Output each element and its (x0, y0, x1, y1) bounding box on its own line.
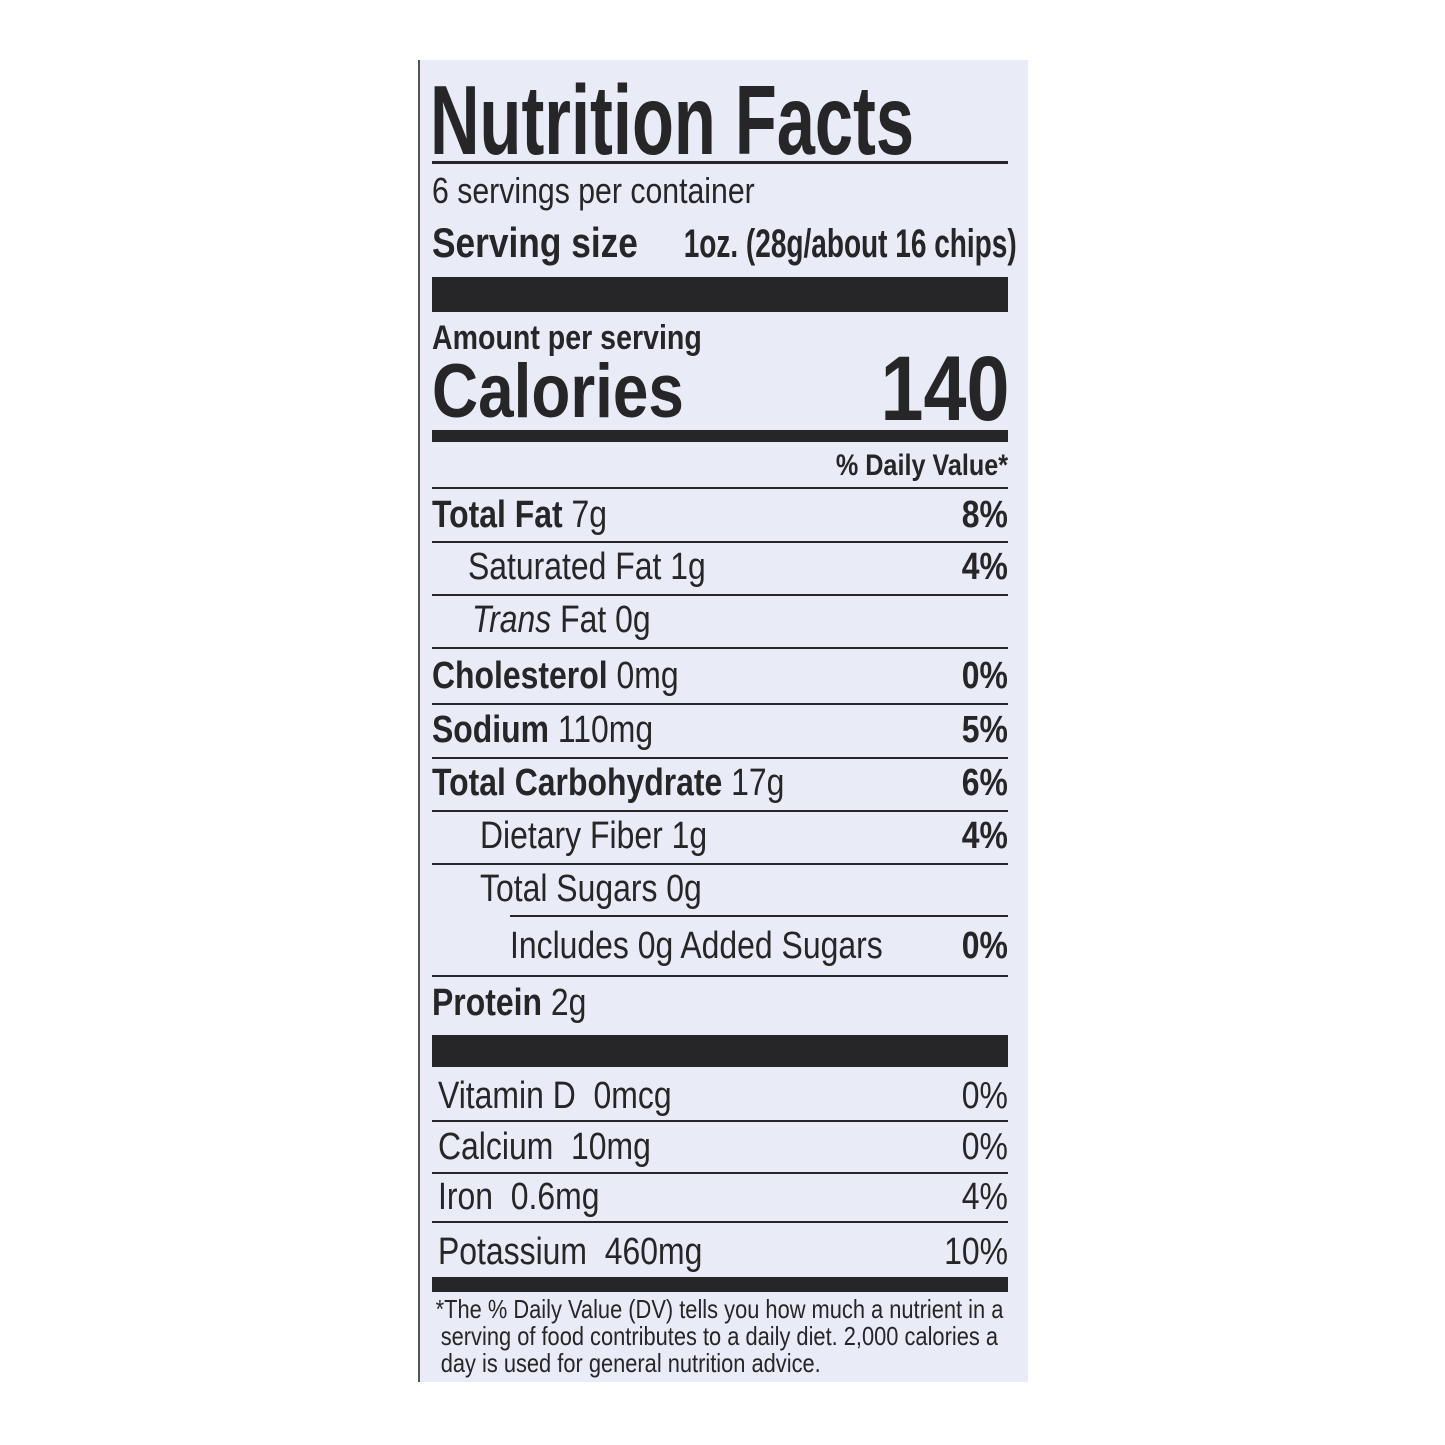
nutrient-dv: 4% (961, 815, 1008, 857)
daily-value-header: % Daily Value* (803, 448, 1008, 484)
divider (432, 541, 1008, 543)
vitamin-name: Calcium (438, 1126, 554, 1168)
vitamin-row-vitamin-d: Vitamin D 0mcg 0% (432, 1070, 1008, 1123)
nutrient-dv: 4% (961, 546, 1008, 588)
nutrient-row-total-carbohydrate: Total Carbohydrate 17g 6% (432, 757, 1008, 810)
nutrient-row-cholesterol: Cholesterol 0mg 0% (432, 650, 1008, 703)
divider (432, 703, 1008, 705)
divider (432, 647, 1008, 649)
vitamin-row-potassium: Potassium 460mg 10% (432, 1226, 1008, 1279)
thick-bar (432, 1035, 1008, 1067)
nutrient-name-italic: Trans (472, 599, 552, 641)
nutrient-name: Total Carbohydrate (432, 762, 723, 804)
serving-size-value: 1oz. (28g/about 16 chips) (541, 221, 1017, 267)
medium-bar (432, 1277, 1008, 1292)
vitamin-dv: 4% (961, 1176, 1008, 1218)
vitamin-dv: 10% (944, 1231, 1008, 1273)
nutrient-amount: 7g (571, 494, 608, 536)
servings-per-container: 6 servings per container (432, 170, 816, 212)
daily-value-header-text: % Daily Value* (835, 449, 1008, 482)
nutrient-dv: 6% (961, 762, 1008, 804)
nutrient-name: Cholesterol (432, 655, 608, 697)
amount-per-serving: Amount per serving (432, 318, 753, 358)
vitamin-row-calcium: Calcium 10mg 0% (432, 1121, 1008, 1174)
divider (432, 810, 1008, 812)
nutrient-row-total-fat: Total Fat 7g 8% (432, 489, 1008, 542)
divider (432, 161, 1008, 164)
nutrient-amount: 17g (731, 762, 785, 804)
divider (510, 915, 1008, 917)
divider (432, 1221, 1008, 1223)
divider (432, 594, 1008, 596)
nutrient-row-trans-fat: Trans Fat 0g (432, 594, 1008, 647)
vitamin-amount: 10mg (571, 1126, 651, 1168)
nutrient-amount: 110mg (557, 709, 654, 751)
nutrient-name: Includes 0g Added Sugars (510, 925, 883, 967)
label-title-text: Nutrition Facts (430, 65, 915, 175)
serving-size-label: Serving size (432, 219, 677, 267)
nutrient-amount: 0mg (616, 655, 679, 697)
nutrient-name: Saturated Fat (468, 546, 662, 588)
vitamin-amount: 0mcg (593, 1075, 672, 1117)
divider (432, 757, 1008, 759)
nutrient-name: Total Fat (432, 494, 563, 536)
label-title: Nutrition Facts (430, 70, 1121, 170)
nutrient-dv: 0% (961, 655, 1008, 697)
nutrient-row-dietary-fiber: Dietary Fiber 1g 4% (432, 810, 1008, 863)
vitamin-name: Vitamin D (438, 1075, 576, 1117)
divider (432, 1120, 1008, 1122)
calories-label: Calories (432, 352, 732, 432)
divider (432, 863, 1008, 865)
footnote: *The % Daily Value (DV) tells you how mu… (435, 1294, 1004, 1378)
nutrient-row-total-sugars: Total Sugars 0g (432, 863, 1008, 916)
vitamin-dv: 0% (961, 1126, 1008, 1168)
vitamin-dv: 0% (961, 1075, 1008, 1117)
vitamin-name: Iron (438, 1176, 494, 1218)
nutrient-dv: 5% (961, 709, 1008, 751)
nutrient-row-added-sugars: Includes 0g Added Sugars 0% (432, 920, 1008, 973)
serving-size-label-text: Serving size (432, 219, 638, 266)
calories-label-text: Calories (432, 349, 684, 434)
nutrient-name: Sodium (432, 709, 550, 751)
nutrient-amount: 2g (550, 982, 587, 1024)
divider (432, 975, 1008, 977)
vitamin-row-iron: Iron 0.6mg 4% (432, 1171, 1008, 1224)
nutrient-name: Protein (432, 982, 542, 1024)
nutrient-amount: 0g (666, 868, 702, 910)
thick-bar (432, 277, 1008, 312)
servings-text: 6 servings per container (432, 170, 755, 211)
divider (432, 487, 1008, 489)
nutrient-row-saturated-fat: Saturated Fat 1g 4% (432, 541, 1008, 594)
nutrient-row-protein: Protein 2g (432, 977, 1008, 1030)
nutrient-name: Fat (560, 599, 607, 641)
nutrient-dv: 8% (961, 494, 1008, 536)
nutrient-amount: 1g (671, 815, 708, 857)
nutrient-row-sodium: Sodium 110mg 5% (432, 704, 1008, 757)
nutrient-name: Total Sugars (480, 868, 658, 910)
vitamin-amount: 460mg (604, 1231, 703, 1273)
nutrient-amount: 1g (670, 546, 706, 588)
medium-bar (432, 430, 1008, 442)
calories-value-text: 140 (880, 338, 1009, 440)
amount-per-serving-text: Amount per serving (432, 319, 702, 357)
vitamin-name: Potassium (438, 1231, 588, 1273)
calories-value: 140 (856, 338, 1009, 440)
nutrient-name: Dietary Fiber (480, 815, 663, 857)
nutrient-amount: 0g (615, 599, 651, 641)
divider (432, 1172, 1008, 1174)
vitamin-amount: 0.6mg (510, 1176, 600, 1218)
serving-size-value-text: 1oz. (28g/about 16 chips) (684, 222, 1017, 266)
nutrient-dv: 0% (961, 925, 1008, 967)
